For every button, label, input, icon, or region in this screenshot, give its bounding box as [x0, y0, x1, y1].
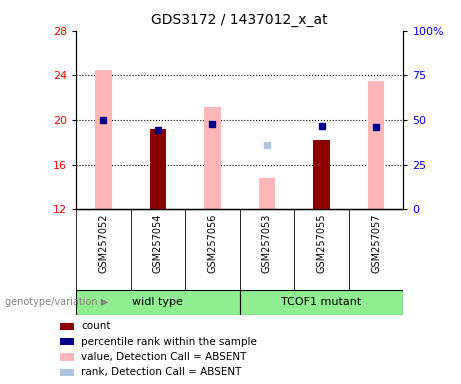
Text: rank, Detection Call = ABSENT: rank, Detection Call = ABSENT [81, 367, 242, 377]
Text: GSM257054: GSM257054 [153, 214, 163, 273]
Bar [150, 129, 166, 209]
Text: value, Detection Call = ABSENT: value, Detection Call = ABSENT [81, 352, 247, 362]
Text: GSM257057: GSM257057 [371, 214, 381, 273]
Text: GSM257053: GSM257053 [262, 214, 272, 273]
Text: widl type: widl type [132, 297, 183, 308]
Bar [204, 107, 221, 209]
Bar [60, 323, 74, 330]
Text: count: count [81, 321, 111, 331]
Bar [313, 140, 330, 209]
Bar [368, 81, 384, 209]
Bar [60, 353, 74, 361]
Text: percentile rank within the sample: percentile rank within the sample [81, 337, 257, 347]
Text: GSM257055: GSM257055 [317, 214, 326, 273]
Title: GDS3172 / 1437012_x_at: GDS3172 / 1437012_x_at [151, 13, 328, 27]
Text: GSM257052: GSM257052 [98, 214, 108, 273]
FancyBboxPatch shape [240, 290, 403, 315]
Bar [60, 338, 74, 346]
Bar [60, 369, 74, 376]
Text: genotype/variation ▶: genotype/variation ▶ [5, 297, 108, 308]
Bar [95, 70, 112, 209]
FancyBboxPatch shape [76, 290, 240, 315]
Text: GSM257056: GSM257056 [207, 214, 218, 273]
Text: TCOF1 mutant: TCOF1 mutant [281, 297, 362, 308]
Bar [259, 178, 275, 209]
